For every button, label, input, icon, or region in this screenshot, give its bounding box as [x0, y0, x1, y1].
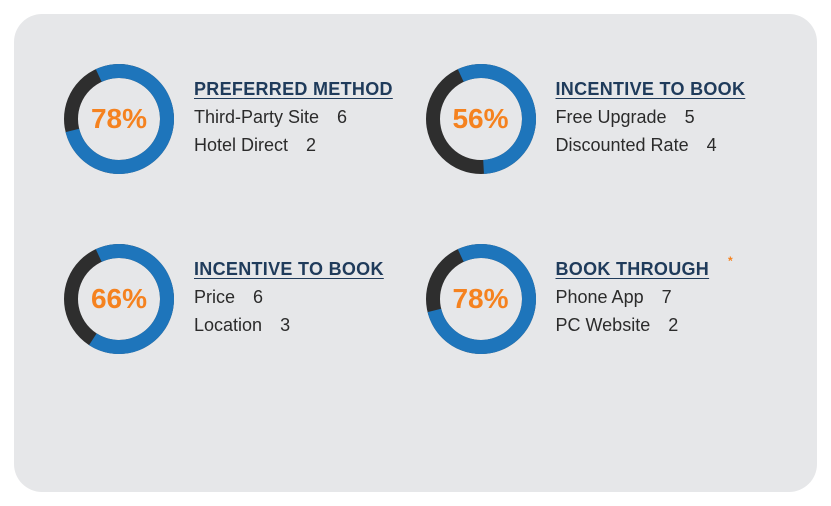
row-value: 2 [306, 132, 316, 160]
panel-incentive-to-book-2: 66% INCENTIVE TO BOOK Price 6 Location 3 [64, 244, 406, 354]
panel-incentive-to-book-1: 56% INCENTIVE TO BOOK Free Upgrade 5 Dis… [426, 64, 768, 174]
row-label: Hotel Direct [194, 132, 288, 160]
data-row: Phone App 7 [556, 284, 768, 312]
dashboard-card: 78% PREFERRED METHOD Third-Party Site 6 … [14, 14, 817, 492]
row-label: PC Website [556, 312, 651, 340]
row-label: Free Upgrade [556, 104, 667, 132]
data-row: Hotel Direct 2 [194, 132, 406, 160]
donut-percent-label: 66% [64, 244, 174, 354]
row-label: Third-Party Site [194, 104, 319, 132]
data-row: Location 3 [194, 312, 406, 340]
row-label: Discounted Rate [556, 132, 689, 160]
donut-chart: 66% [64, 244, 174, 354]
panel-heading: PREFERRED METHOD [194, 79, 406, 100]
row-label: Location [194, 312, 262, 340]
asterisk-mark: * [728, 254, 733, 268]
row-label: Phone App [556, 284, 644, 312]
data-row: Discounted Rate 4 [556, 132, 768, 160]
panel-info: INCENTIVE TO BOOK Price 6 Location 3 [194, 259, 406, 340]
data-row: Third-Party Site 6 [194, 104, 406, 132]
donut-chart: 78% [64, 64, 174, 174]
donut-chart: 56% [426, 64, 536, 174]
row-value: 3 [280, 312, 290, 340]
row-value: 4 [707, 132, 717, 160]
panel-info: BOOK THROUGH Phone App 7 PC Website 2 [556, 259, 768, 340]
row-value: 6 [337, 104, 347, 132]
row-value: 7 [662, 284, 672, 312]
panel-info: INCENTIVE TO BOOK Free Upgrade 5 Discoun… [556, 79, 768, 160]
panel-preferred-method: 78% PREFERRED METHOD Third-Party Site 6 … [64, 64, 406, 174]
row-value: 6 [253, 284, 263, 312]
donut-percent-label: 78% [426, 244, 536, 354]
row-value: 2 [668, 312, 678, 340]
data-row: Price 6 [194, 284, 406, 312]
data-row: Free Upgrade 5 [556, 104, 768, 132]
panel-info: PREFERRED METHOD Third-Party Site 6 Hote… [194, 79, 406, 160]
panel-heading: INCENTIVE TO BOOK [194, 259, 406, 280]
donut-percent-label: 56% [426, 64, 536, 174]
panel-heading: BOOK THROUGH [556, 259, 768, 280]
data-row: PC Website 2 [556, 312, 768, 340]
panel-heading: INCENTIVE TO BOOK [556, 79, 768, 100]
donut-chart: 78% [426, 244, 536, 354]
row-label: Price [194, 284, 235, 312]
donut-percent-label: 78% [64, 64, 174, 174]
panel-book-through: 78% BOOK THROUGH Phone App 7 PC Website … [426, 244, 768, 354]
row-value: 5 [685, 104, 695, 132]
panel-grid: 78% PREFERRED METHOD Third-Party Site 6 … [64, 64, 767, 354]
